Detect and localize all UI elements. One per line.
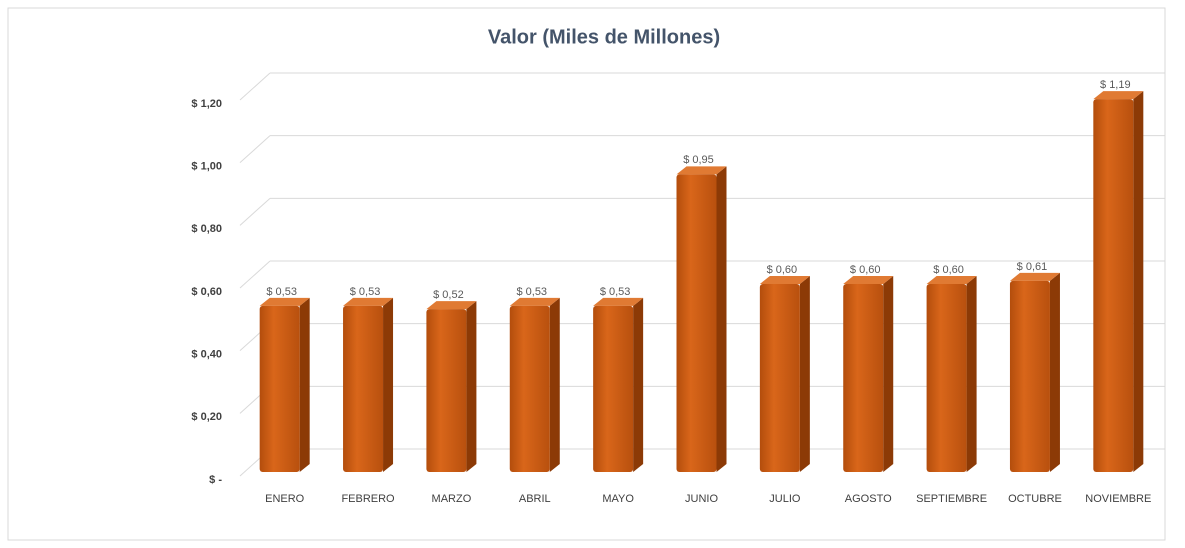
bar-side (1133, 91, 1144, 472)
data-label: $ 0,60 (767, 264, 798, 276)
bar (426, 309, 467, 472)
chart-title: Valor (Miles de Millones) (488, 26, 720, 48)
data-label: $ 0,53 (516, 286, 547, 298)
bar-side (966, 276, 977, 472)
y-tick-label: $ 1,00 (191, 161, 222, 173)
bar-top (843, 276, 894, 284)
y-tick-label: $ 0,80 (191, 223, 222, 235)
x-tick-label: JULIO (769, 493, 801, 505)
bar (843, 284, 884, 472)
x-tick-label: JUNIO (685, 493, 718, 505)
bar-top (259, 297, 310, 306)
bar-side (466, 301, 477, 472)
x-tick-label: NOVIEMBRE (1085, 493, 1151, 505)
bar-top (426, 301, 477, 310)
bar (259, 305, 300, 472)
data-label: $ 0,60 (933, 264, 964, 276)
y-tick-label: $ 0,20 (191, 411, 222, 423)
data-label: $ 0,61 (1017, 261, 1048, 273)
bar (1009, 280, 1050, 472)
data-label: $ 0,53 (600, 286, 631, 298)
bar-side (383, 297, 394, 472)
bar (1093, 99, 1134, 472)
bar-side (1049, 272, 1060, 472)
bar (926, 284, 967, 472)
x-tick-label: FEBRERO (341, 493, 395, 505)
bar-side (549, 297, 560, 472)
data-label: $ 1,19 (1100, 79, 1131, 91)
bar-top (593, 297, 644, 306)
bar (676, 174, 717, 473)
data-label: $ 0,60 (850, 264, 881, 276)
bar (509, 305, 550, 472)
bar-side (716, 166, 727, 473)
bar (759, 284, 800, 472)
bar-side (883, 276, 894, 472)
chart-frame (7, 7, 1166, 541)
grid-line-side (239, 72, 271, 101)
bar-side (633, 297, 644, 472)
data-label: $ 0,53 (350, 286, 381, 298)
bar (343, 305, 384, 472)
bar-side (799, 276, 810, 472)
x-tick-label: OCTUBRE (1008, 493, 1062, 505)
data-label: $ 0,95 (683, 154, 714, 166)
x-tick-label: MAYO (602, 493, 634, 505)
bar-top (509, 297, 560, 306)
y-tick-label: $ 0,60 (191, 286, 222, 298)
bar-top (1009, 272, 1060, 281)
x-tick-label: AGOSTO (845, 493, 892, 505)
bar-top (1093, 91, 1144, 100)
y-tick-label: $ 1,20 (191, 98, 222, 110)
grid-line-side (239, 260, 271, 289)
y-tick-label: $ - (209, 474, 222, 486)
data-label: $ 0,52 (433, 289, 464, 301)
bar-top (676, 166, 727, 175)
bar-side (299, 297, 310, 472)
y-tick-label: $ 0,40 (191, 349, 222, 361)
x-tick-label: ABRIL (519, 493, 551, 505)
grid-line-side (239, 135, 271, 164)
bar-top (926, 276, 977, 284)
bar (593, 305, 634, 472)
data-label: $ 0,53 (266, 286, 297, 298)
x-tick-label: SEPTIEMBRE (916, 493, 987, 505)
grid-line-side (239, 197, 271, 226)
x-tick-label: ENERO (265, 493, 305, 505)
bar-top (759, 276, 810, 284)
x-tick-label: MARZO (432, 493, 472, 505)
bar-top (343, 297, 394, 306)
